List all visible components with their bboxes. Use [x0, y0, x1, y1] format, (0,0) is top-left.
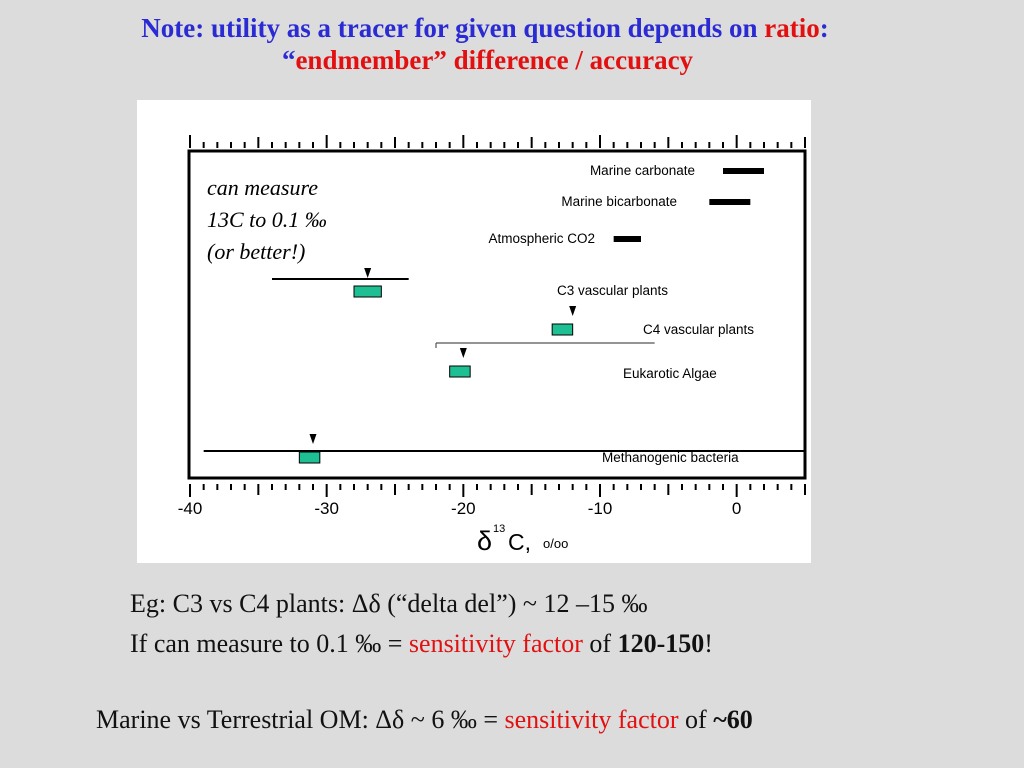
marine-carbonate-bar [723, 168, 764, 174]
c3-vascular-plants-marker [364, 268, 372, 278]
example-line: Eg: C3 vs C4 plants: Δδ (“delta del”) ~ … [130, 587, 647, 621]
sensitivity-of: of [582, 629, 618, 658]
note-line-1: can measure [207, 175, 318, 200]
marine-sensitivity-label: sensitivity factor [504, 705, 679, 734]
title-text: Note: utility as a tracer for given ques… [141, 13, 765, 43]
eukarotic-algae-box [449, 365, 471, 378]
methanogenic-bacteria-box [298, 451, 321, 464]
c4-vascular-plants-label: C4 vascular plants [643, 322, 754, 337]
marine-of: of [678, 705, 714, 734]
isotope-range-chart: -40 -30 -20 -10 0 δ 13 C, o/oo Marine carbonate Ma… [178, 135, 807, 556]
sensitivity-suffix: ! [704, 629, 713, 658]
c3-vascular-plants-box [353, 285, 382, 298]
note-line-2: 13C to 0.1 ‰ [207, 207, 327, 232]
sensitivity-factor-label: sensitivity factor [408, 629, 583, 658]
title-line-1: Note: utility as a tracer for given ques… [0, 12, 970, 44]
x-tick-label: -40 [178, 499, 203, 518]
c3-vascular-plants-label: C3 vascular plants [557, 283, 668, 298]
marine-carbonate-label: Marine carbonate [590, 163, 695, 178]
marine-prefix: Marine vs Terrestrial OM: Δδ ~ 6 ‰ = [96, 705, 505, 734]
title-quote-open: “ [281, 45, 296, 75]
x-axis-delta-symbol: δ [477, 526, 492, 556]
methanogenic-bacteria-marker [309, 434, 317, 444]
sensitivity-line: If can measure to 0.1 ‰ = sensitivity fa… [130, 627, 713, 661]
plot-frame [187, 149, 807, 480]
eukarotic-algae-label: Eukarotic Algae [623, 366, 717, 381]
example-text: Eg: C3 vs C4 plants: Δδ (“delta del”) ~ … [130, 589, 648, 618]
x-tick-label: -10 [588, 499, 613, 518]
x-axis-element: C, [508, 529, 531, 555]
title-highlight-endmember: endmember” difference / accuracy [295, 45, 694, 75]
atmospheric-co2-bar [613, 236, 641, 242]
sensitivity-value: 120-150 [617, 629, 705, 658]
title-colon: : [819, 13, 829, 43]
c4-vascular-plants-marker [569, 306, 577, 316]
x-tick-label: -30 [314, 499, 339, 518]
x-axis-unit: o/oo [543, 536, 568, 551]
marine-bicarbonate-label: Marine bicarbonate [561, 194, 677, 209]
c4-vascular-plants-box [551, 323, 574, 336]
x-axis-superscript: 13 [493, 523, 505, 535]
methanogenic-bacteria-label: Methanogenic bacteria [602, 450, 739, 465]
marine-terrestrial-line: Marine vs Terrestrial OM: Δδ ~ 6 ‰ = sen… [96, 703, 753, 737]
title-highlight-ratio: ratio [764, 13, 820, 43]
slide-title: Note: utility as a tracer for given ques… [0, 12, 970, 76]
note-line-3: (or better!) [207, 239, 306, 264]
x-tick-label: -20 [451, 499, 476, 518]
x-tick-label: 0 [732, 499, 741, 518]
eukarotic-algae-marker [459, 348, 467, 358]
title-line-2: “endmember” difference / accuracy [0, 44, 970, 76]
isotope-figure: -40 -30 -20 -10 0 δ 13 C, o/oo Marine carbonate Ma… [137, 100, 811, 563]
marine-value: ~60 [713, 705, 753, 734]
sensitivity-prefix: If can measure to 0.1 ‰ = [130, 629, 409, 658]
atmospheric-co2-label: Atmospheric CO2 [488, 231, 595, 246]
measurement-note: can measure 13C to 0.1 ‰ (or better!) [207, 172, 327, 268]
marine-bicarbonate-bar [709, 199, 751, 205]
